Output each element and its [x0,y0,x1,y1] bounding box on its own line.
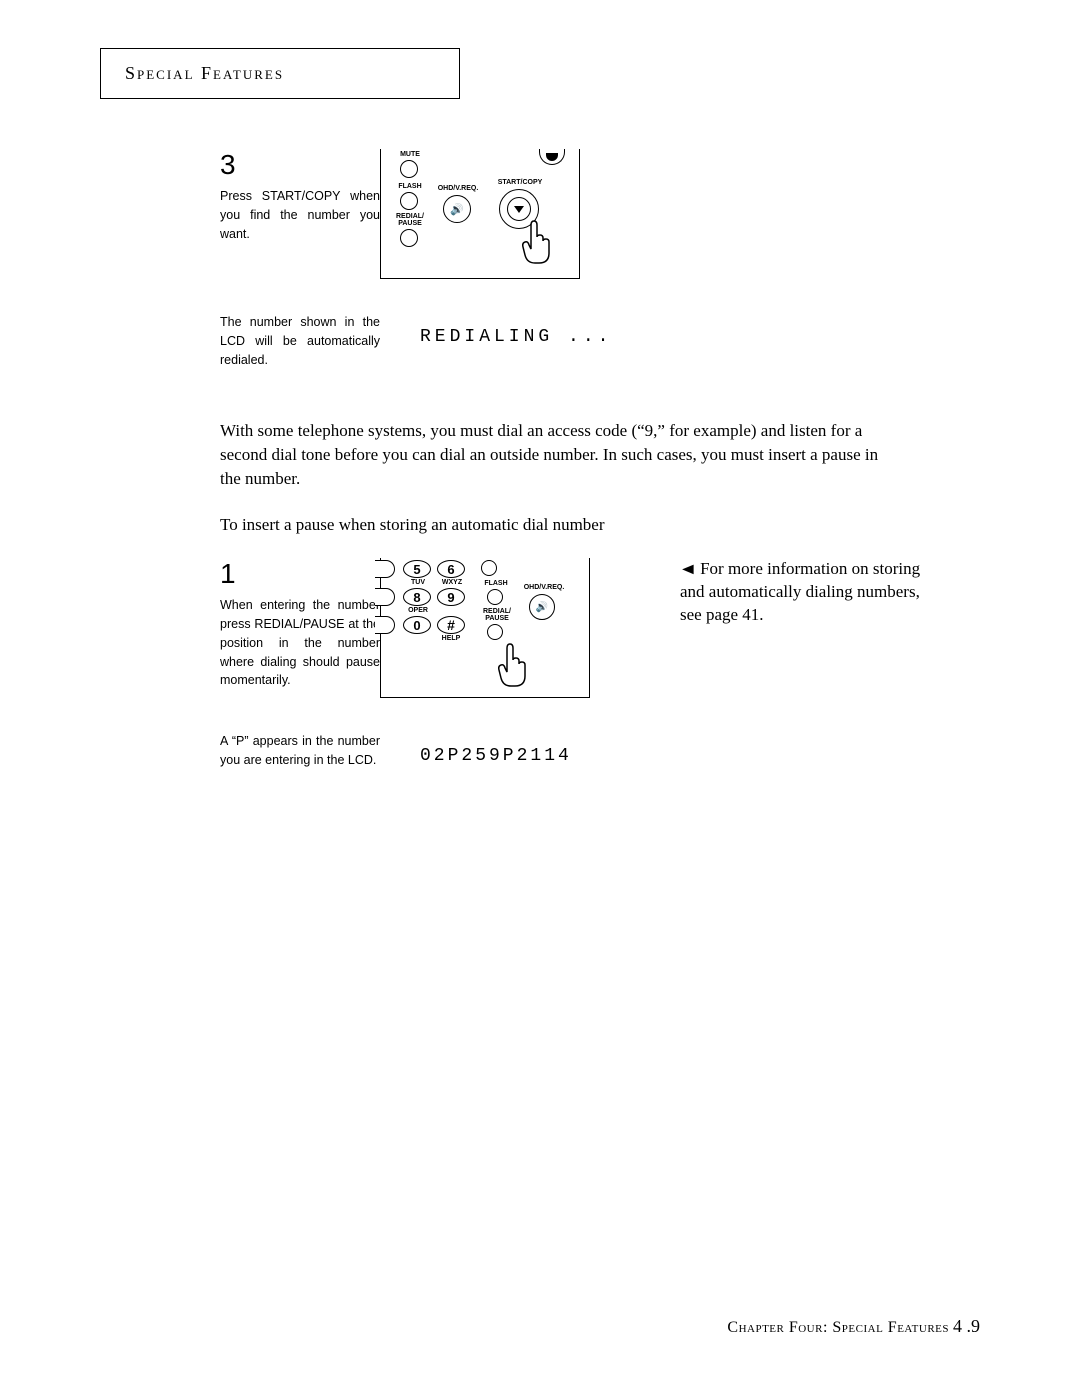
label-help: HELP [439,635,463,642]
button-flash-icon [400,192,418,210]
label-redial-pause-b: REDIAL/PAUSE [477,608,517,622]
label-startcopy: START/COPY [495,179,545,186]
step-3-row: 3 Press START/COPY when you find the num… [220,149,980,279]
button-ohdvreq-b-icon: 🔊 [529,594,555,620]
body-paragraph-2: To insert a pause when storing an automa… [220,513,880,537]
step-1b-number: 1 [220,558,380,590]
lcd-number: 02P259P2114 [420,746,572,766]
step-1b-result-row: A “P” appears in the number you are ente… [220,732,980,770]
key-hash-icon: # [437,616,465,634]
label-ohdvreq-b: OHD/V.REQ. [521,584,567,591]
section-header-box: Special Features [100,48,460,99]
key-blank-icon [481,560,497,576]
side-note-text: For more information on storing and auto… [680,559,920,624]
hand-icon-b [493,642,533,695]
key-8-icon: 8 [403,588,431,606]
step-1b-left: 1 When entering the number press REDIAL/… [220,558,380,690]
step-3-figure: MUTE FLASH REDIAL/PAUSE OHD/V.REQ. 🔊 STA… [380,149,580,279]
key-9-icon: 9 [437,588,465,606]
label-redial-pause: REDIAL/PAUSE [389,213,431,227]
step-3-left: 3 Press START/COPY when you find the num… [220,149,380,243]
label-flash-b: FLASH [481,580,511,587]
button-redial-pause-b-icon [487,624,503,640]
key-partial-7-icon [375,588,395,606]
arrow-left-icon: ◄ [678,559,697,581]
hand-icon [517,219,557,272]
key-partial-star-icon [375,616,395,634]
step-3-result-text: The number shown in the LCD will be auto… [220,313,380,369]
step-1b-figure: 5 6 TUV WXYZ 8 9 OPER 0 # HELP [380,558,590,698]
step-3-number: 3 [220,149,380,181]
handset-icon [539,149,565,165]
lcd-redialing: REDIALING ... [420,327,612,347]
button-redial-pause-icon [400,229,418,247]
button-mute-icon [400,160,418,178]
key-5-icon: 5 [403,560,431,578]
section-header: Special Features [125,63,435,84]
side-note: ◄ For more information on storing and au… [680,558,930,627]
label-tuv: TUV [407,579,429,586]
body-paragraph-1: With some telephone systems, you must di… [220,419,880,490]
start-triangle-icon [514,206,524,213]
label-wxyz: WXYZ [439,579,465,586]
label-ohdvreq: OHD/V.REQ. [435,185,481,192]
page-footer: Chapter Four: Special Features 4 .9 [727,1316,980,1337]
label-oper: OPER [405,607,431,614]
step-3-result-row: The number shown in the LCD will be auto… [220,313,980,369]
label-flash: FLASH [393,183,427,190]
step-1b-row: 1 When entering the number press REDIAL/… [220,558,980,698]
footer-page-number: 4 .9 [953,1316,980,1336]
button-ohdvreq-icon: 🔊 [443,195,471,223]
step-3-text: Press START/COPY when you find the numbe… [220,187,380,243]
speaker-icon: 🔊 [450,203,464,216]
key-partial-4-icon [375,560,395,578]
step-1b-text: When entering the number press REDIAL/PA… [220,596,380,690]
speaker-icon-b: 🔊 [536,602,548,613]
label-mute: MUTE [395,151,425,158]
button-flash-b-icon [487,589,503,605]
step-1b-result-text: A “P” appears in the number you are ente… [220,732,380,770]
key-0-icon: 0 [403,616,431,634]
key-6-icon: 6 [437,560,465,578]
footer-chapter: Chapter Four: Special Features [727,1319,949,1336]
